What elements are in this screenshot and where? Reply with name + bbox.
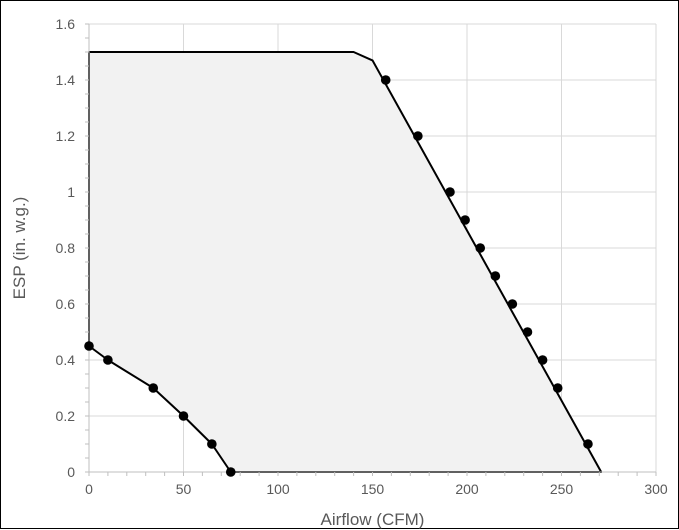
y-tick-label: 1.2 [56,128,76,144]
data-point [537,355,548,365]
data-point [552,383,563,393]
data-point [490,271,501,281]
data-point [207,439,217,449]
axes [85,23,657,476]
envelope-fill [89,52,602,472]
x-tick-label: 150 [361,481,385,497]
y-tick-label: 0 [67,464,75,480]
y-tick-label: 0.2 [56,408,76,424]
data-point [460,215,470,225]
x-tick-label: 100 [266,481,290,497]
data-point [84,341,94,351]
y-tick-label: 1.6 [56,16,76,32]
y-tick-label: 0.4 [56,352,76,368]
x-tick-label: 200 [455,481,479,497]
y-tick-label: 1 [67,184,75,200]
y-tick-label: 0.6 [56,296,76,312]
y-tick-label: 0.8 [56,240,76,256]
data-point [380,75,391,85]
data-point [522,327,533,337]
x-tick-label: 300 [644,481,668,497]
data-point [475,243,486,253]
x-tick-label: 50 [176,481,192,497]
data-point [178,411,189,421]
operating-envelope [88,51,603,473]
data-point [148,383,159,393]
x-axis-title: Airflow (CFM) [321,510,425,529]
y-axis-title: ESP (in. w.g.) [10,197,29,300]
tick-labels: 0 0.2 0.4 0.6 0.8 1 1.2 1.4 1.6 0 50 100 150 200 250 30… [56,16,668,497]
data-point [507,299,518,309]
data-point [583,439,593,449]
y-tick-label: 1.4 [56,72,76,88]
data-point [103,355,113,365]
data-point [445,187,455,197]
x-tick-label: 0 [85,481,93,497]
data-points [84,75,593,477]
x-tick-label: 250 [550,481,574,497]
data-point [225,467,236,477]
data-point [413,131,423,141]
